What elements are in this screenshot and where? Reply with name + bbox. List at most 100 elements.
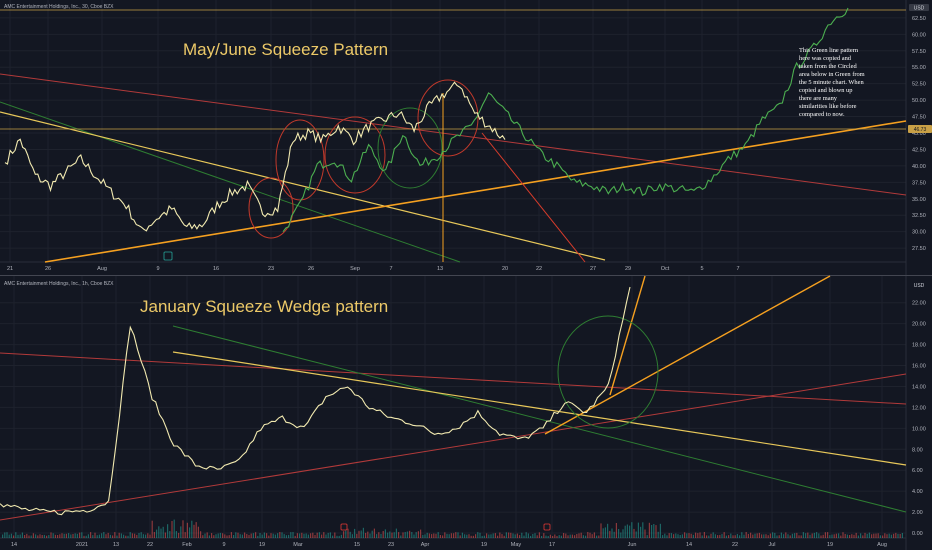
top-pane-bg <box>0 0 932 275</box>
bottom-symbol-label: AMC Entertainment Holdings, Inc., 1h, Cb… <box>4 281 114 287</box>
volume-bar <box>615 523 617 538</box>
volume-bar <box>552 536 554 538</box>
top-green-series <box>282 7 849 233</box>
volume-bar <box>888 533 890 538</box>
volume-bar <box>774 532 776 538</box>
volume-bar <box>571 534 573 538</box>
volume-bar <box>123 534 125 538</box>
volume-bar <box>765 534 767 538</box>
volume-bar <box>662 535 664 538</box>
top-y-ticks: 62.50 60.00 57.50 55.00 52.50 50.00 47.50 45.00… <box>912 16 926 252</box>
bottom-x-tick-label: Aug <box>877 542 887 548</box>
volume-bar <box>624 525 626 538</box>
red-circle-3 <box>324 116 386 194</box>
red-resistance-line <box>0 73 907 196</box>
volume-bar <box>448 534 450 538</box>
volume-bar <box>274 534 276 538</box>
volume-bar <box>19 534 21 538</box>
volume-bar <box>285 535 287 538</box>
volume-bar <box>316 532 318 538</box>
volume-bar <box>459 535 461 538</box>
volume-bar <box>653 524 655 538</box>
volume-bar <box>497 535 499 538</box>
bottom-pane: 22.00 20.00 18.00 16.00 14.00 12.00 10.00 8.00 6… <box>0 275 926 550</box>
volume-bar <box>288 534 290 538</box>
volume-bar <box>734 535 736 538</box>
volume-bar <box>307 534 309 538</box>
volume-bar <box>428 533 430 538</box>
volume-bar <box>468 534 470 538</box>
volume-bar <box>648 522 650 538</box>
volume-bar <box>343 531 345 538</box>
volume-bar <box>582 535 584 538</box>
volume-bar <box>655 525 657 538</box>
volume-bar <box>281 532 283 538</box>
volume-bar <box>688 533 690 538</box>
volume-bar <box>411 532 413 538</box>
bottom-x-tick-label: 22 <box>732 542 738 548</box>
volume-bar <box>134 533 136 538</box>
volume-bar <box>703 532 705 538</box>
volume-bar <box>488 534 490 538</box>
volume-bar <box>270 533 272 538</box>
volume-bar <box>138 533 140 538</box>
volume-bar <box>464 534 466 538</box>
volume-bar <box>585 535 587 538</box>
volume-bar <box>431 534 433 538</box>
top-x-tick-label: 21 <box>7 266 13 272</box>
volume-bar <box>70 534 72 538</box>
volume-bar <box>35 534 37 538</box>
volume-bar <box>538 532 540 538</box>
volume-bar <box>868 532 870 538</box>
bottom-horizontal-grid <box>0 302 906 534</box>
red-circle-4 <box>417 79 479 157</box>
current-price-label: 46.73 <box>914 127 927 133</box>
volume-bar <box>642 522 644 538</box>
volume-bar <box>611 528 613 538</box>
volume-bar <box>356 533 358 538</box>
volume-bar <box>554 534 556 538</box>
volume-bar <box>809 534 811 538</box>
volume-bar <box>626 524 628 538</box>
volume-bar <box>118 532 120 538</box>
volume-bar <box>156 529 158 538</box>
volume-bar <box>395 528 397 538</box>
volume-bar <box>787 534 789 538</box>
bottom-green-descending-line <box>172 325 907 513</box>
volume-bar <box>17 534 19 538</box>
volume-bar <box>54 534 56 538</box>
bottom-y-tick-label: 12.00 <box>912 405 926 411</box>
volume-bar <box>310 533 312 538</box>
bottom-x-tick-label: 14 <box>686 542 692 548</box>
volume-bar <box>160 528 162 538</box>
top-y-tick-label: 60.00 <box>912 32 926 38</box>
volume-bar <box>382 531 384 538</box>
volume-bar <box>816 532 818 538</box>
volume-bar <box>424 534 426 538</box>
volume-bar <box>178 532 180 538</box>
bottom-x-tick-label: Feb <box>182 542 191 548</box>
volume-bar <box>164 532 166 538</box>
volume-bar <box>723 532 725 538</box>
current-price-badge <box>908 125 932 133</box>
bottom-x-tick-label: 13 <box>113 542 119 548</box>
volume-bar <box>202 535 204 538</box>
volume-bar <box>373 528 375 538</box>
volume-bar <box>37 535 39 538</box>
top-y-tick-label: 52.50 <box>912 82 926 88</box>
bottom-y-tick-label: 4.00 <box>912 489 923 495</box>
volume-bar <box>217 533 219 538</box>
bottom-y-tick-label: 2.00 <box>912 510 923 516</box>
volume-bar <box>112 535 114 538</box>
volume-bar <box>523 535 525 538</box>
volume-bar <box>510 532 512 538</box>
volume-bar <box>41 535 43 538</box>
volume-bar <box>57 535 59 538</box>
bottom-x-tick-label: 19 <box>827 542 833 548</box>
volume-bar <box>833 534 835 538</box>
top-yellow-series <box>4 81 506 232</box>
volume-bar <box>776 535 778 538</box>
volume-bar <box>131 533 133 538</box>
top-x-tick-label: 16 <box>213 266 219 272</box>
